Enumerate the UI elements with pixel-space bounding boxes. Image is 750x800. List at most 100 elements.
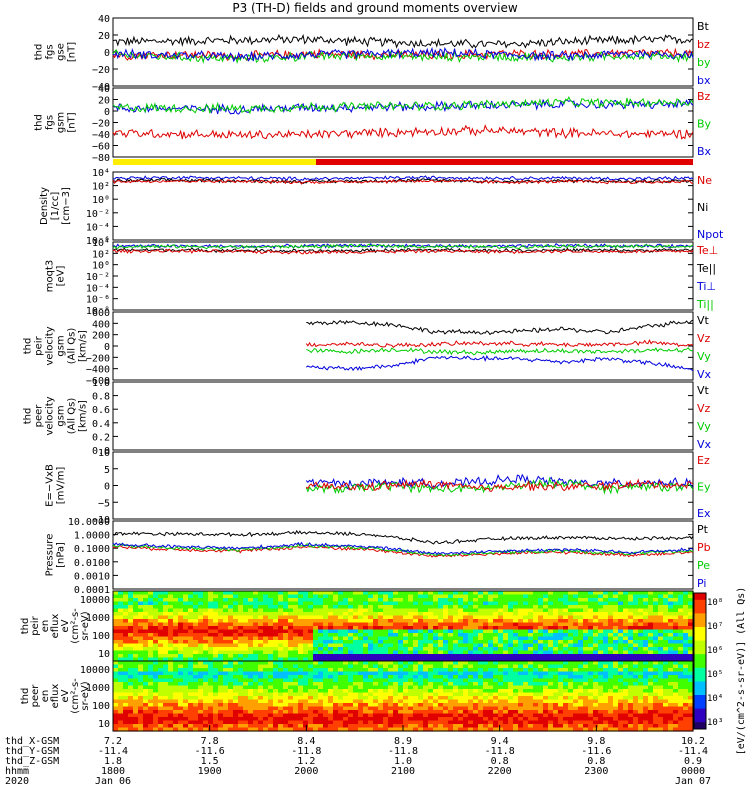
spectrogram-cell xyxy=(328,692,334,697)
spectrogram-cell xyxy=(563,619,569,624)
spectrogram-cell xyxy=(198,671,204,676)
spectrogram-cell xyxy=(393,699,399,704)
spectrogram-cell xyxy=(483,678,489,683)
spectrogram-cell xyxy=(533,699,539,704)
spectrogram-cell xyxy=(228,661,234,666)
spectrogram-cell xyxy=(233,626,239,631)
spectrogram-cell xyxy=(218,612,224,617)
spectrogram-cell xyxy=(433,671,439,676)
spectrogram-cell xyxy=(178,647,184,652)
spectrogram-cell xyxy=(598,598,604,603)
spectrogram-cell xyxy=(453,647,459,652)
spectrogram-cell xyxy=(158,591,164,596)
spectrogram-cell xyxy=(273,629,279,634)
spectrogram-cell xyxy=(188,720,194,725)
spectrogram-cell xyxy=(423,713,429,718)
spectrogram-cell xyxy=(323,724,329,729)
spectrogram-cell xyxy=(278,682,284,687)
spectrogram-cell xyxy=(168,647,174,652)
spectrogram-cell xyxy=(128,699,134,704)
spectrogram-cell xyxy=(563,685,569,690)
spectrogram-cell xyxy=(203,594,209,599)
spectrogram-cell xyxy=(488,671,494,676)
spectrogram-cell xyxy=(363,661,369,666)
spectrogram-cell xyxy=(478,612,484,617)
spectrogram-cell xyxy=(428,668,434,673)
spectrogram-cell xyxy=(543,675,549,680)
spectrogram-cell xyxy=(503,633,509,638)
spectrogram-cell xyxy=(423,605,429,610)
spectrogram-cell xyxy=(673,636,679,641)
spectrogram-cell xyxy=(388,717,394,722)
spectrogram-cell xyxy=(378,724,384,729)
spectrogram-cell xyxy=(623,710,629,715)
spectrogram-cell xyxy=(333,598,339,603)
spectrogram-cell xyxy=(503,703,509,708)
spectrogram-cell xyxy=(293,717,299,722)
spectrogram-cell xyxy=(488,636,494,641)
spectrogram-cell xyxy=(568,636,574,641)
spectrogram-cell xyxy=(178,682,184,687)
spectrogram-cell xyxy=(443,724,449,729)
spectrogram-cell xyxy=(673,717,679,722)
spectrogram-cell xyxy=(413,626,419,631)
spectrogram-cell xyxy=(168,678,174,683)
spectrogram-cell xyxy=(178,622,184,627)
spectrogram-cell xyxy=(303,671,309,676)
spectrogram-cell xyxy=(538,685,544,690)
spectrogram-cell xyxy=(413,671,419,676)
spectrogram-cell xyxy=(683,608,689,613)
spectrogram-cell xyxy=(438,622,444,627)
spectrogram-cell xyxy=(308,678,314,683)
spectrogram-cell xyxy=(138,706,144,711)
spectrogram-cell xyxy=(303,640,309,645)
spectrogram-cell xyxy=(558,713,564,718)
spectrogram-cell xyxy=(288,661,294,666)
spectrogram-cell xyxy=(583,598,589,603)
spectrogram-cell xyxy=(678,601,684,606)
spectrogram-cell xyxy=(223,668,229,673)
spectrogram-cell xyxy=(368,612,374,617)
spectrogram-cell xyxy=(678,650,684,655)
spectrogram-cell xyxy=(363,675,369,680)
spectrogram-cell xyxy=(128,643,134,648)
spectrogram-cell xyxy=(393,643,399,648)
spectrogram-cell xyxy=(483,692,489,697)
spectrogram-cell xyxy=(298,710,304,715)
series-Vy xyxy=(306,347,694,356)
spectrogram-cell xyxy=(213,622,219,627)
spectrogram-cell xyxy=(183,636,189,641)
spectrogram-cell xyxy=(493,668,499,673)
spectrogram-cell xyxy=(478,619,484,624)
spectrogram-cell xyxy=(623,598,629,603)
spectrogram-cell xyxy=(268,654,274,659)
spectrogram-cell xyxy=(113,650,119,655)
spectrogram-cell xyxy=(458,647,464,652)
spectrogram-cell xyxy=(213,717,219,722)
spectrogram-cell xyxy=(293,713,299,718)
spectrogram-cell xyxy=(573,594,579,599)
spectrogram-cell xyxy=(318,696,324,701)
spectrogram-cell xyxy=(493,675,499,680)
spectrogram-cell xyxy=(573,675,579,680)
spectrogram-cell xyxy=(353,633,359,638)
spectrogram-cell xyxy=(453,629,459,634)
spectrogram-cell xyxy=(528,591,534,596)
spectrogram-cell xyxy=(418,601,424,606)
spectrogram-cell xyxy=(113,626,119,631)
spectrogram-cell xyxy=(688,612,694,617)
spectrogram-cell xyxy=(448,661,454,666)
spectrogram-cell xyxy=(428,675,434,680)
spectrogram-cell xyxy=(113,682,119,687)
spectrogram-cell xyxy=(158,724,164,729)
spectrogram-cell xyxy=(308,626,314,631)
spectrogram-cell xyxy=(363,717,369,722)
spectrogram-cell xyxy=(353,626,359,631)
spectrogram-cell xyxy=(328,661,334,666)
y-tick-label: −40 xyxy=(92,82,110,93)
spectrogram-cell xyxy=(543,664,549,669)
spectrogram-cell xyxy=(403,713,409,718)
spectrogram-cell xyxy=(388,661,394,666)
spectrogram-cell xyxy=(643,661,649,666)
spectrogram-cell xyxy=(663,647,669,652)
